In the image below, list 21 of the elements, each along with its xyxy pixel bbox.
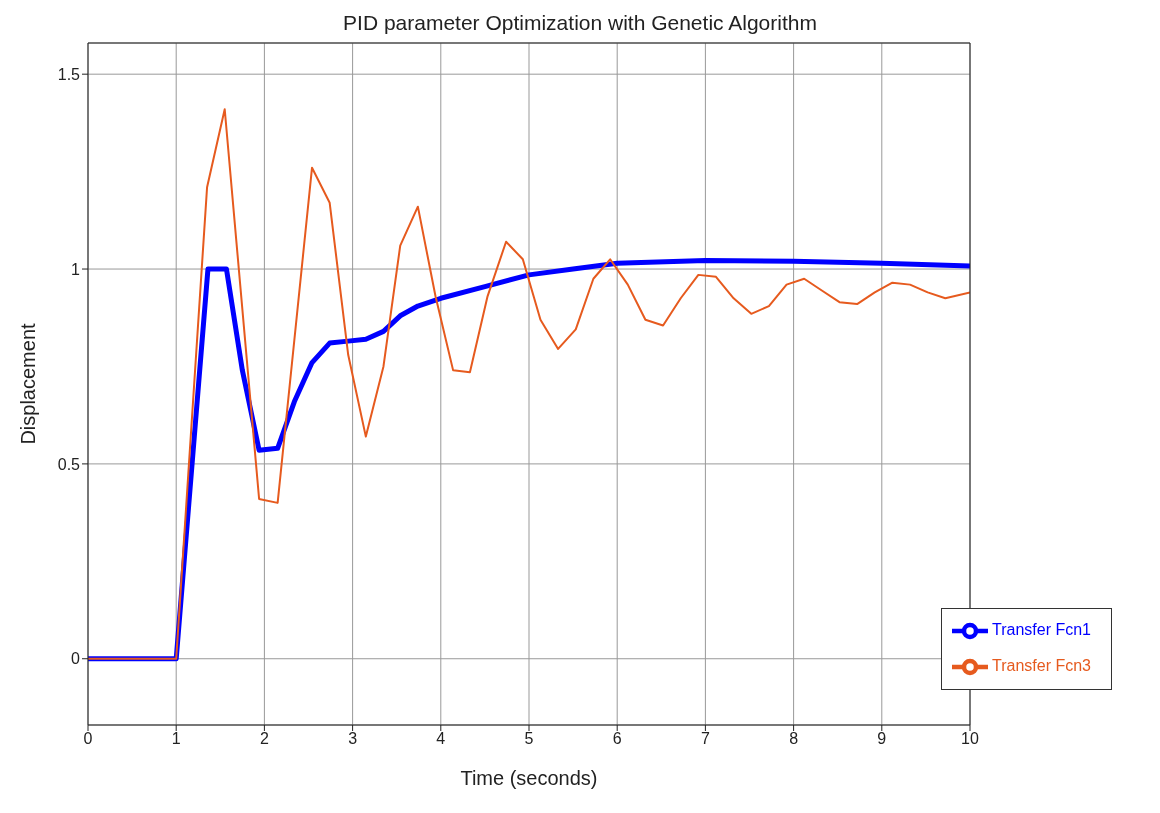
y-axis-title: Displacement bbox=[17, 322, 40, 445]
x-tick-label: 5 bbox=[524, 730, 534, 748]
x-tick-label: 8 bbox=[789, 730, 799, 748]
x-tick-label: 2 bbox=[259, 730, 269, 748]
chart-title: PID parameter Optimization with Genetic Algorithm bbox=[342, 10, 818, 36]
legend-label: Transfer Fcn1 bbox=[992, 621, 1091, 639]
x-tick-label: 4 bbox=[436, 730, 446, 748]
x-tick-label: 7 bbox=[700, 730, 710, 748]
y-tick-label: 0.5 bbox=[57, 455, 81, 473]
x-tick-label: 3 bbox=[348, 730, 358, 748]
x-tick-label: 10 bbox=[961, 730, 979, 748]
y-tick-label: 1.5 bbox=[57, 65, 81, 83]
legend-label: Transfer Fcn3 bbox=[992, 657, 1091, 675]
x-axis-title: Time (seconds) bbox=[460, 767, 598, 789]
x-tick-label: 6 bbox=[612, 730, 622, 748]
y-tick-label: 1 bbox=[71, 260, 81, 278]
y-tick-label: 0 bbox=[71, 650, 81, 668]
line-series bbox=[88, 108, 970, 660]
x-tick-label: 0 bbox=[83, 730, 93, 748]
x-tick-label: 9 bbox=[877, 730, 887, 748]
x-tick-label: 1 bbox=[171, 730, 181, 748]
